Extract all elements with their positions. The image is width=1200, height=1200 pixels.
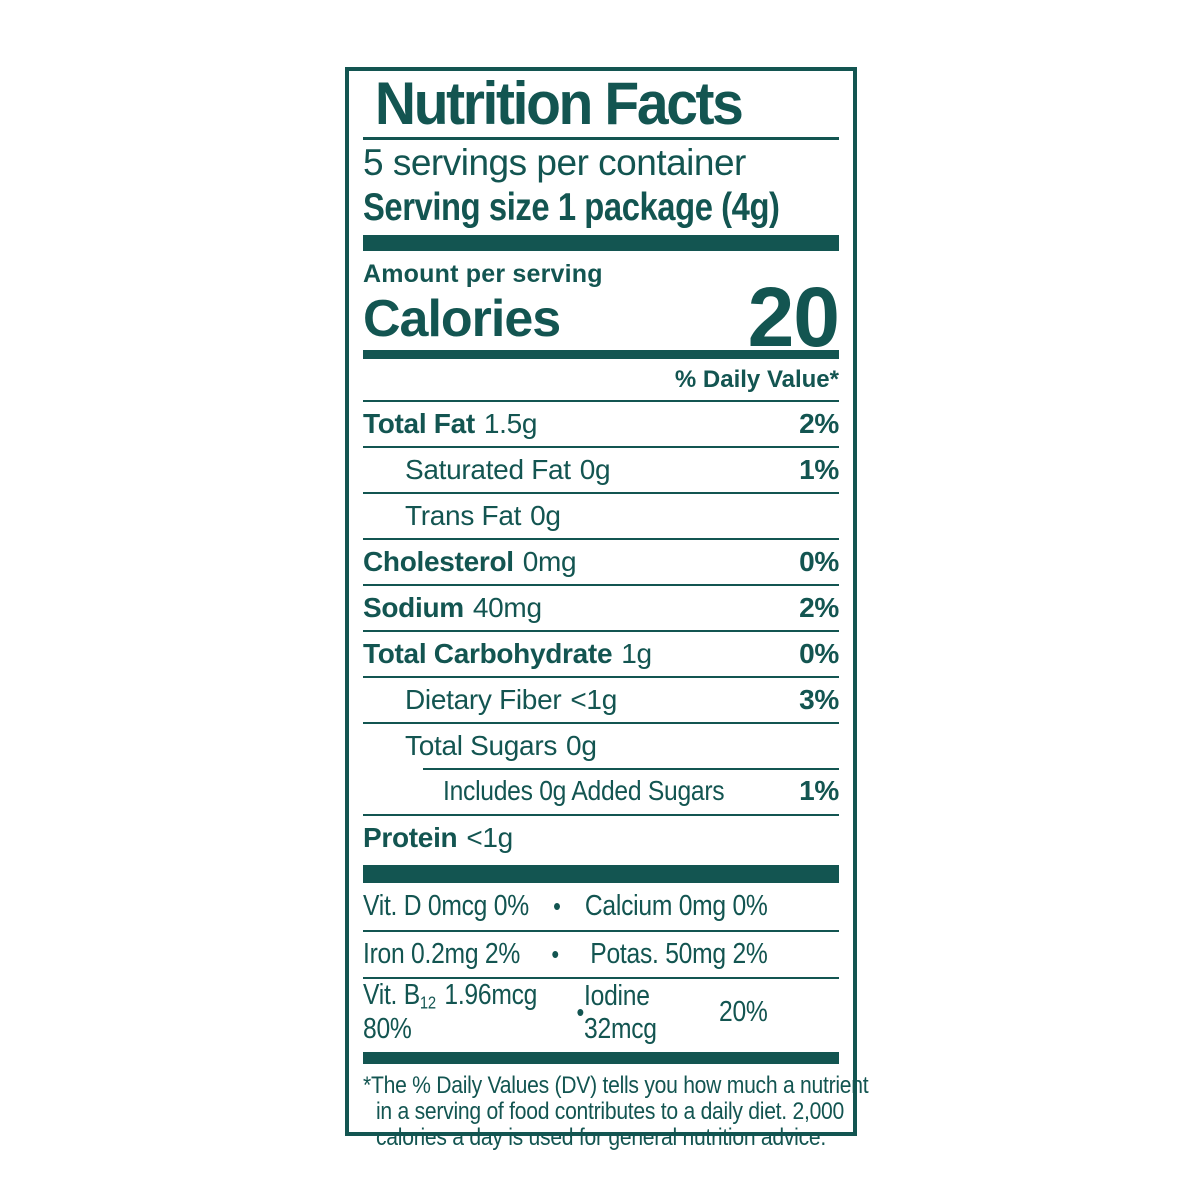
nutrient-amount: 0g <box>566 730 597 761</box>
nutrient-name: Total Carbohydrate <box>363 638 613 669</box>
nutrient-row-total-carbohydrate: Total Carbohydrate 1g 0% <box>363 630 839 676</box>
nutrient-amount: 40mg <box>472 592 542 623</box>
section-bar-calories <box>363 350 839 359</box>
bullet-separator: • <box>576 997 585 1028</box>
nutrient-daily-value: 2% <box>799 408 839 439</box>
nutrient-name: Dietary Fiber <box>405 684 562 715</box>
calories-value: 20 <box>747 270 840 364</box>
servings-per-container: 5 servings per container <box>363 142 746 183</box>
nutrient-row-cholesterol: Cholesterol 0mg 0% <box>363 538 839 584</box>
nutrient-daily-value: 0% <box>799 546 839 577</box>
amount-per-serving-label: Amount per serving <box>363 260 603 288</box>
title-divider <box>363 137 839 140</box>
section-bar-top <box>363 235 839 251</box>
nutrient-amount: 1g <box>621 638 652 669</box>
nutrient-row-added-sugars: Includes 0g Added Sugars 1% <box>363 768 839 814</box>
micronutrient-right: Potas. 50mg 2% <box>590 938 768 970</box>
micronutrient-right: 20% <box>719 996 768 1029</box>
label-title: Nutrition Facts <box>374 70 744 137</box>
nutrient-amount: 0g <box>579 454 611 485</box>
nutrient-name: Total Sugars <box>405 730 558 761</box>
nutrient-name: Sodium <box>363 592 464 623</box>
nutrient-name: Trans Fat <box>405 500 522 531</box>
bullet-separator: • <box>551 939 559 969</box>
nutrient-amount: 0mg <box>522 546 577 577</box>
footnote-line-3: calories a day is used for general nutri… <box>376 1124 826 1152</box>
serving-size: Serving size 1 package (4g) <box>363 186 780 229</box>
nutrient-row-saturated-fat: Saturated Fat 0g 1% <box>363 446 839 492</box>
b12-subscript: 12 <box>419 992 436 1013</box>
micronutrient-left: Iron 0.2mg 2% <box>363 938 520 970</box>
section-bar-vitamins <box>363 865 839 883</box>
nutrient-row-total-sugars: Total Sugars 0g <box>363 722 839 768</box>
nutrient-row-protein: Protein <1g <box>363 814 839 860</box>
section-bar-footnote <box>363 1052 839 1065</box>
bullet-separator: • <box>553 891 561 921</box>
calories-row: Calories 20 <box>363 270 840 364</box>
nutrient-daily-value: 1% <box>799 454 839 485</box>
nutrient-amount: 0g <box>530 500 561 531</box>
micronutrient-row-2: Iron 0.2mg 2% • Potas. 50mg 2% <box>363 930 839 977</box>
nutrient-name: Total Fat <box>363 408 475 439</box>
nutrient-amount: 1.5g <box>483 408 538 439</box>
nutrient-name: Includes 0g Added Sugars <box>443 775 725 806</box>
nutrient-name: Saturated Fat <box>405 454 571 485</box>
calories-label: Calories <box>363 290 561 348</box>
nutrient-name: Cholesterol <box>363 546 514 577</box>
micronutrient-left: Vit. D 0mcg 0% <box>363 890 529 922</box>
nutrient-row-trans-fat: Trans Fat 0g <box>363 492 839 538</box>
nutrient-row-total-fat: Total Fat 1.5g 2% <box>363 400 839 446</box>
micronutrient-row-3: Vit. B12 1.96mcg 80% • Iodine 32mcg 20% <box>363 977 839 1046</box>
nutrient-name: Protein <box>363 822 458 853</box>
nutrient-daily-value: 0% <box>799 638 839 669</box>
nutrient-daily-value: 1% <box>799 775 839 806</box>
nutrient-daily-value: 3% <box>799 684 839 715</box>
micronutrient-left: Vit. B12 1.96mcg 80% <box>363 979 538 1046</box>
footnote-line-2: in a serving of food contributes to a da… <box>376 1098 845 1126</box>
micronutrient-right: Calcium 0mg 0% <box>584 890 768 922</box>
nutrient-amount: <1g <box>466 822 513 853</box>
nutrient-row-dietary-fiber: Dietary Fiber <1g 3% <box>363 676 839 722</box>
nutrition-facts-label: Nutrition Facts 5 servings per container… <box>345 67 869 1151</box>
nutrient-amount: <1g <box>570 684 617 715</box>
footnote: *The % Daily Values (DV) tells you how m… <box>363 1073 869 1152</box>
micronutrient-mid: Iodine 32mcg <box>584 979 657 1045</box>
nutrient-daily-value: 2% <box>799 592 839 623</box>
daily-value-header: % Daily Value* <box>674 366 839 393</box>
nutrient-row-sodium: Sodium 40mg 2% <box>363 584 839 630</box>
micronutrient-row-1: Vit. D 0mcg 0% • Calcium 0mg 0% <box>363 883 839 930</box>
footnote-line-1: *The % Daily Values (DV) tells you how m… <box>363 1072 869 1100</box>
